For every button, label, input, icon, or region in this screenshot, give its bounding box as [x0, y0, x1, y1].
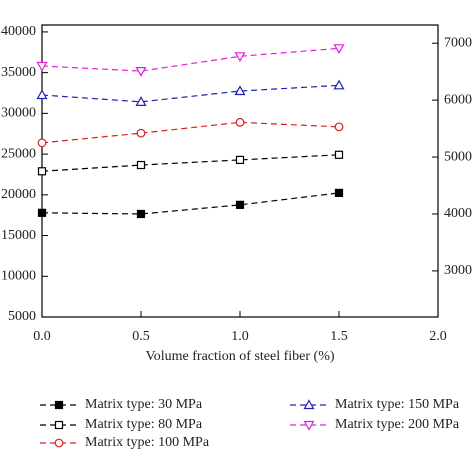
marker — [303, 399, 315, 410]
y2-tick-label: 6000 — [444, 92, 472, 107]
legend-label: Matrix type: 30 MPa — [85, 397, 203, 412]
legend-label: Matrix type: 100 MPa — [85, 435, 210, 450]
marker — [333, 79, 345, 90]
y2-tick-label: 7000 — [444, 35, 472, 50]
series-line — [41, 154, 340, 172]
marker — [235, 200, 245, 209]
y-tick-label: 40000 — [1, 24, 36, 39]
x-tick-label: 0.0 — [33, 329, 51, 344]
y2-tick-label: 3000 — [444, 263, 472, 278]
x-tick-label: 2.0 — [429, 329, 447, 344]
marker — [234, 52, 246, 63]
y2-tick-label: 5000 — [444, 149, 472, 164]
marker — [136, 209, 146, 219]
y-tick-label: 25000 — [1, 146, 36, 161]
marker — [333, 44, 345, 55]
x-tick-label: 1.5 — [330, 329, 348, 344]
marker — [234, 85, 246, 96]
marker — [334, 150, 344, 159]
marker — [235, 155, 245, 165]
series-line — [41, 121, 340, 144]
y-tick-label: 5000 — [8, 309, 36, 324]
y-tick-label: 20000 — [1, 187, 36, 202]
legend-label: Matrix type: 80 MPa — [85, 417, 203, 432]
marker — [37, 208, 47, 217]
y-tick-label: 15000 — [1, 228, 36, 243]
marker — [235, 117, 245, 127]
marker — [36, 61, 48, 72]
legend-label: Matrix type: 150 MPa — [335, 397, 460, 412]
series-line — [41, 47, 340, 72]
marker — [334, 188, 344, 198]
y2-tick-label: 4000 — [444, 206, 472, 221]
x-tick-label: 0.5 — [132, 329, 150, 344]
x-axis-label: Volume fraction of steel fiber (%) — [145, 349, 334, 364]
marker — [135, 96, 147, 106]
marker — [54, 420, 64, 430]
x-tick-label: 1.0 — [231, 329, 249, 344]
legend-label: Matrix type: 200 MPa — [335, 417, 460, 432]
y-tick-label: 35000 — [1, 65, 36, 80]
marker — [37, 167, 47, 176]
marker — [334, 122, 344, 132]
marker — [37, 138, 47, 148]
y-tick-label: 30000 — [1, 106, 36, 121]
marker — [54, 400, 64, 410]
plot-frame — [41, 24, 439, 318]
series-line — [41, 192, 340, 215]
series-line — [41, 84, 340, 103]
marker — [135, 67, 147, 77]
marker — [36, 89, 48, 100]
marker — [54, 438, 64, 448]
y-tick-label: 10000 — [1, 268, 36, 283]
marker — [136, 160, 146, 170]
marker — [136, 128, 146, 138]
marker — [303, 420, 315, 431]
